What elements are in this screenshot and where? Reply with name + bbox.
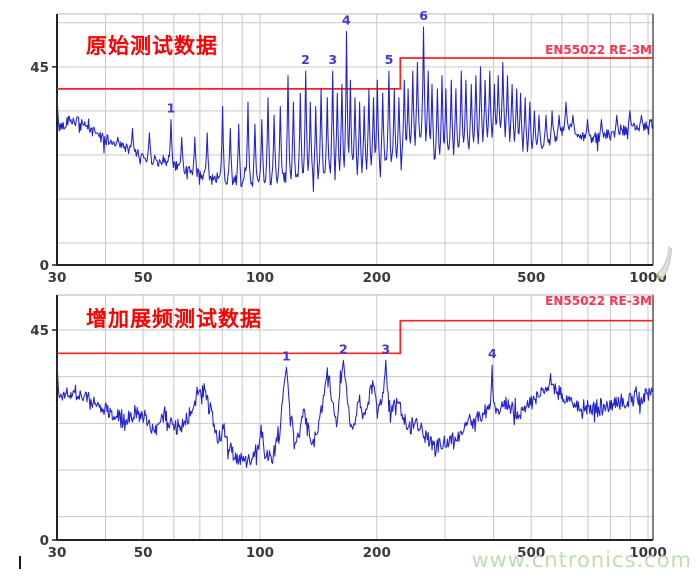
chart2-title: 增加展频测试数据 (86, 307, 262, 331)
cursor-artifact-icon (656, 246, 673, 280)
x-tick-label: 200 (363, 545, 391, 561)
x-tick-label: 200 (363, 270, 391, 286)
peak-marker-label: 2 (339, 341, 348, 356)
x-tick-label: 50 (134, 270, 153, 286)
chart1-title: 原始测试数据 (86, 34, 218, 58)
limit-line (57, 319, 653, 355)
y-tick-label: 45 (30, 60, 49, 76)
peak-marker-label: 4 (342, 13, 351, 28)
x-tick-label: 500 (517, 270, 545, 286)
peak-marker-label: 1 (167, 101, 176, 116)
y-tick-label: 0 (40, 258, 49, 274)
limit-line (57, 57, 653, 90)
emission-trace (56, 357, 654, 469)
chart1-limit-line-label: EN55022 RE-3M (545, 43, 652, 57)
peak-marker-label: 5 (385, 52, 394, 67)
chart2-limit-line-label: EN55022 RE-3M (545, 294, 652, 308)
x-tick-label: 100 (246, 270, 274, 286)
stray-mark (19, 556, 21, 569)
x-tick-label: 30 (48, 545, 67, 561)
peak-marker-label: 3 (381, 341, 390, 356)
y-tick-label: 45 (30, 323, 49, 339)
peak-marker-label: 6 (419, 8, 428, 23)
peak-marker-label: 1 (282, 348, 291, 363)
x-tick-label: 30 (48, 270, 67, 286)
emission-trace (56, 26, 654, 193)
y-tick-label: 0 (40, 533, 49, 549)
x-tick-label: 100 (246, 545, 274, 561)
peak-marker-label: 4 (488, 346, 497, 361)
peak-marker-label: 3 (328, 52, 337, 67)
x-tick-label: 1000 (629, 545, 667, 561)
x-tick-label: 500 (517, 545, 545, 561)
peak-marker-label: 2 (301, 52, 310, 67)
x-tick-label: 50 (134, 545, 153, 561)
watermark: www.cntronics.com (471, 548, 692, 572)
